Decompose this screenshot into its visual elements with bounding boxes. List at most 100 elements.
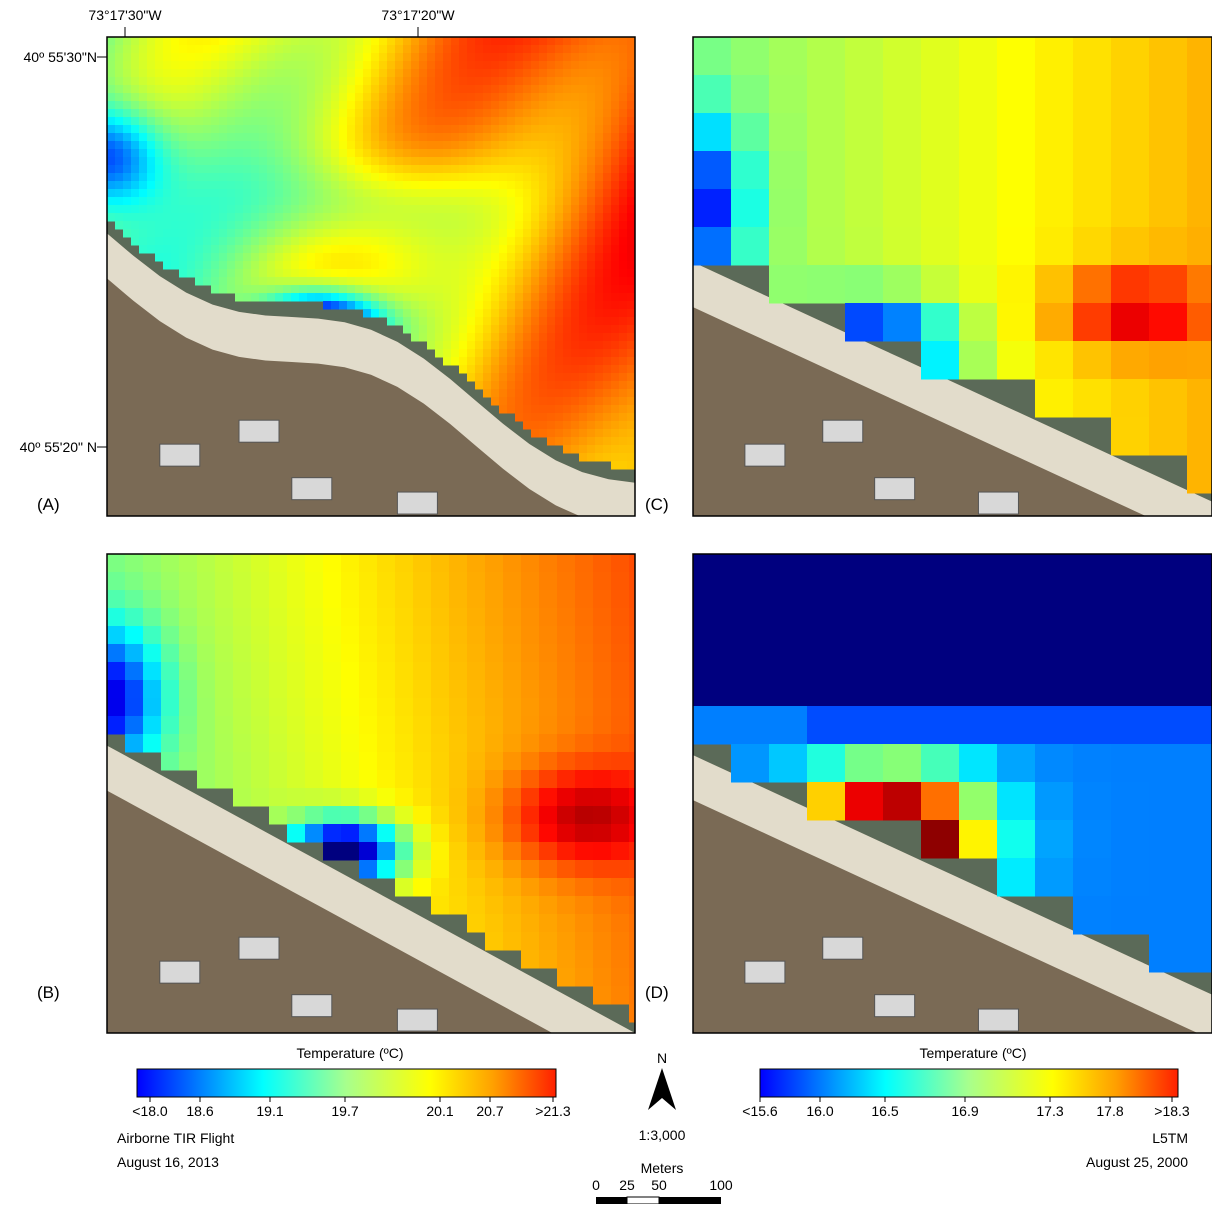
thermal-pixel [283, 165, 292, 174]
thermal-pixel [315, 85, 324, 94]
thermal-pixel [547, 117, 556, 126]
thermal-pixel [451, 69, 460, 78]
thermal-pixel [499, 149, 508, 158]
thermal-pixel [163, 149, 172, 158]
thermal-pixel [1035, 858, 1074, 897]
thermal-pixel [1187, 379, 1212, 418]
thermal-pixel [355, 69, 364, 78]
thermal-pixel [315, 157, 324, 166]
thermal-pixel [331, 181, 340, 190]
thermal-pixel [331, 205, 340, 214]
thermal-pixel [611, 752, 630, 771]
thermal-pixel [411, 173, 420, 182]
thermal-pixel [355, 37, 364, 46]
thermal-pixel [419, 245, 428, 254]
thermal-pixel [395, 229, 404, 238]
thermal-pixel [443, 357, 452, 366]
thermal-pixel [523, 253, 532, 262]
thermal-pixel [451, 157, 460, 166]
thermal-pixel [251, 229, 260, 238]
thermal-pixel [139, 77, 148, 86]
thermal-pixel [467, 53, 476, 62]
thermal-pixel [555, 77, 564, 86]
thermal-pixel [395, 213, 404, 222]
thermal-pixel [377, 662, 396, 681]
thermal-pixel [451, 149, 460, 158]
thermal-pixel [339, 165, 348, 174]
thermal-pixel [427, 157, 436, 166]
thermal-pixel [883, 265, 922, 304]
thermal-pixel [155, 173, 164, 182]
thermal-pixel [143, 590, 162, 609]
thermal-pixel [347, 37, 356, 46]
thermal-pixel [587, 189, 596, 198]
thermal-pixel [197, 554, 216, 573]
thermal-pixel [521, 626, 540, 645]
thermal-pixel [515, 117, 524, 126]
thermal-pixel [467, 109, 476, 118]
thermal-pixel [363, 125, 372, 134]
thermal-pixel [395, 37, 404, 46]
thermal-pixel [579, 381, 588, 390]
thermal-pixel [491, 165, 500, 174]
thermal-pixel [557, 788, 576, 807]
thermal-pixel [251, 572, 270, 591]
thermal-pixel [523, 317, 532, 326]
thermal-pixel [627, 365, 636, 374]
thermal-pixel [579, 293, 588, 302]
thermal-pixel [539, 405, 548, 414]
thermal-pixel [233, 788, 252, 807]
thermal-pixel [403, 253, 412, 262]
thermal-pixel [363, 221, 372, 230]
thermal-pixel [419, 213, 428, 222]
thermal-pixel [269, 626, 288, 645]
thermal-pixel [339, 293, 348, 302]
thermal-pixel [531, 389, 540, 398]
thermal-pixel [427, 197, 436, 206]
thermal-pixel [807, 113, 846, 152]
thermal-pixel [179, 698, 198, 717]
thermal-pixel [341, 554, 360, 573]
thermal-pixel [619, 133, 628, 142]
thermal-pixel [515, 77, 524, 86]
thermal-pixel [299, 245, 308, 254]
thermal-pixel [523, 413, 532, 422]
thermal-pixel [571, 325, 580, 334]
thermal-pixel [593, 860, 612, 879]
thermal-pixel [243, 133, 252, 142]
thermal-pixel [187, 197, 196, 206]
thermal-pixel [219, 245, 228, 254]
thermal-pixel [419, 181, 428, 190]
thermal-pixel [515, 69, 524, 78]
thermal-pixel [611, 662, 630, 681]
thermal-pixel [243, 277, 252, 286]
thermal-pixel [355, 117, 364, 126]
thermal-pixel [339, 45, 348, 54]
thermal-pixel [339, 221, 348, 230]
thermal-pixel [171, 197, 180, 206]
thermal-pixel [395, 45, 404, 54]
thermal-pixel [595, 405, 604, 414]
thermal-pixel [203, 165, 212, 174]
thermal-pixel [287, 608, 306, 627]
thermal-pixel [323, 125, 332, 134]
thermal-pixel [143, 734, 162, 753]
thermal-pixel [467, 698, 486, 717]
thermal-pixel [555, 293, 564, 302]
thermal-pixel [547, 357, 556, 366]
thermal-pixel [427, 325, 436, 334]
thermal-pixel [595, 453, 604, 462]
thermal-pixel [563, 437, 572, 446]
thermal-pixel [305, 680, 324, 699]
thermal-pixel [179, 716, 198, 735]
thermal-pixel [443, 349, 452, 358]
thermal-pixel [1035, 706, 1074, 745]
thermal-pixel [451, 101, 460, 110]
thermal-pixel [251, 662, 270, 681]
thermal-pixel [339, 213, 348, 222]
thermal-pixel [403, 77, 412, 86]
thermal-pixel [475, 221, 484, 230]
thermal-pixel [611, 421, 620, 430]
thermal-pixel [579, 405, 588, 414]
thermal-pixel [595, 413, 604, 422]
